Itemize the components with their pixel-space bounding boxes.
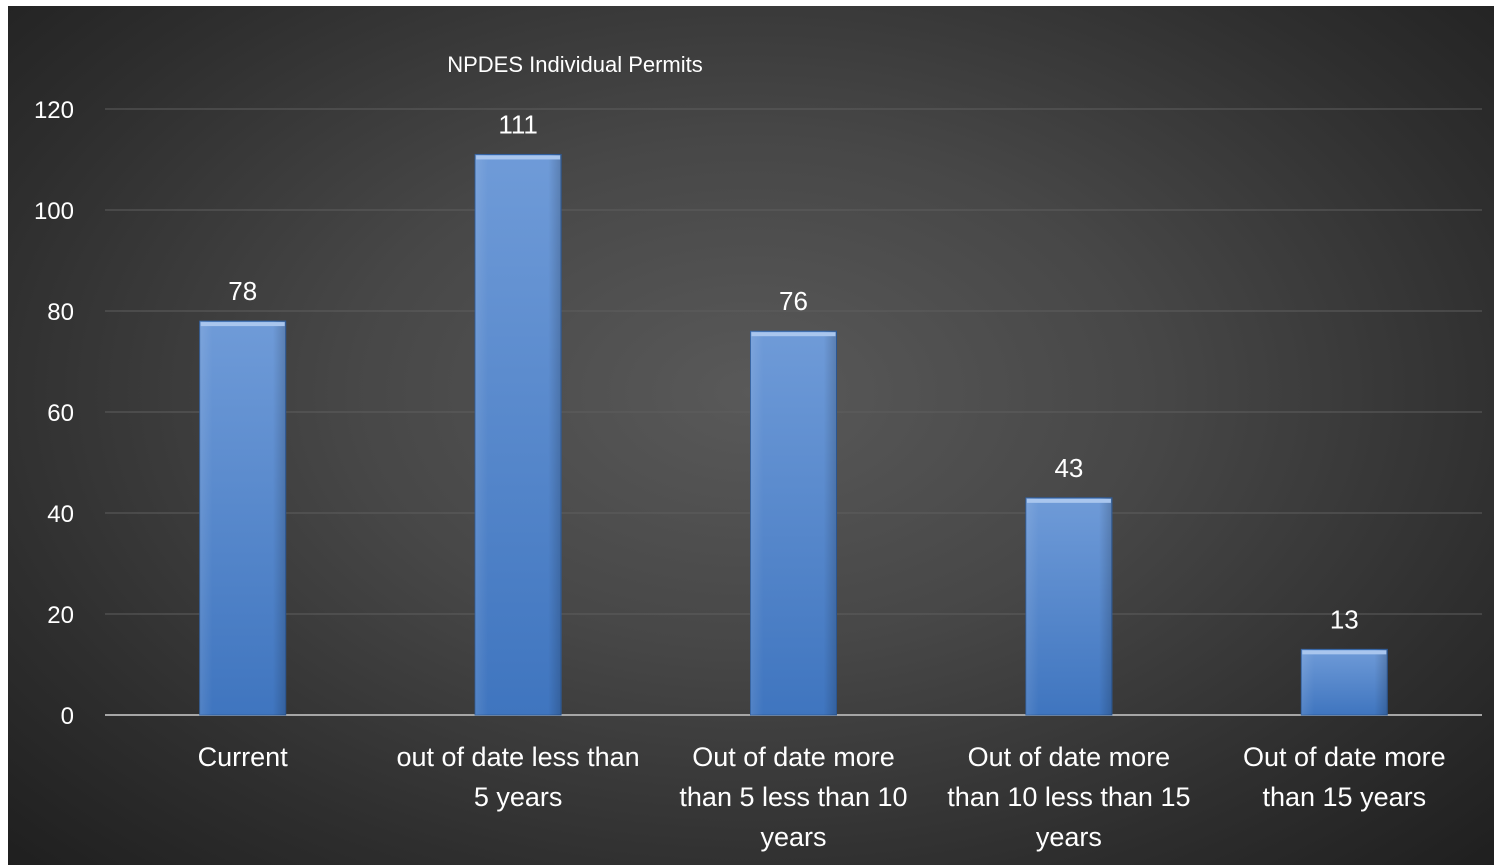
y-tick-label: 60 bbox=[47, 400, 74, 427]
bar-cap bbox=[1027, 499, 1111, 503]
y-tick-label: 100 bbox=[34, 198, 74, 225]
bar-cap bbox=[201, 322, 285, 326]
y-tick-label: 0 bbox=[61, 703, 74, 730]
x-tick-label: Out of date more than 5 less than 10 years bbox=[679, 742, 907, 852]
x-tick-label: Out of date more than 15 years bbox=[1243, 742, 1446, 812]
bar-shade bbox=[1026, 498, 1112, 715]
bar bbox=[475, 154, 561, 715]
bar-cap bbox=[476, 155, 560, 159]
data-label: 78 bbox=[228, 276, 257, 306]
data-label: 13 bbox=[1330, 604, 1359, 634]
y-tick-label: 120 bbox=[34, 97, 74, 124]
bar bbox=[200, 321, 286, 715]
chart-title: NPDES Individual Permits bbox=[447, 52, 703, 77]
y-tick-label: 40 bbox=[47, 501, 74, 528]
bar-shade bbox=[751, 331, 837, 715]
bar bbox=[751, 331, 837, 715]
y-tick-label: 80 bbox=[47, 299, 74, 326]
y-axis-ticks: 0 20 40 60 80 100 120 bbox=[34, 97, 74, 730]
x-axis-ticks: Current out of date less than 5 years Out o… bbox=[198, 742, 1446, 852]
data-label: 43 bbox=[1054, 453, 1083, 483]
data-label: 111 bbox=[498, 109, 538, 139]
bar-shade bbox=[1301, 649, 1387, 715]
data-label: 76 bbox=[779, 286, 808, 316]
bars bbox=[200, 154, 1388, 715]
x-tick-label: out of date less than 5 years bbox=[397, 742, 640, 812]
bar-shade bbox=[200, 321, 286, 715]
bar bbox=[1301, 649, 1387, 715]
bar-cap bbox=[752, 332, 836, 336]
x-tick-label: Out of date more than 10 less than 15 year… bbox=[947, 742, 1190, 852]
bar bbox=[1026, 498, 1112, 715]
y-tick-label: 20 bbox=[47, 602, 74, 629]
bar-shade bbox=[475, 154, 561, 715]
x-tick-label: Current bbox=[198, 742, 289, 772]
bar-cap bbox=[1302, 650, 1386, 654]
